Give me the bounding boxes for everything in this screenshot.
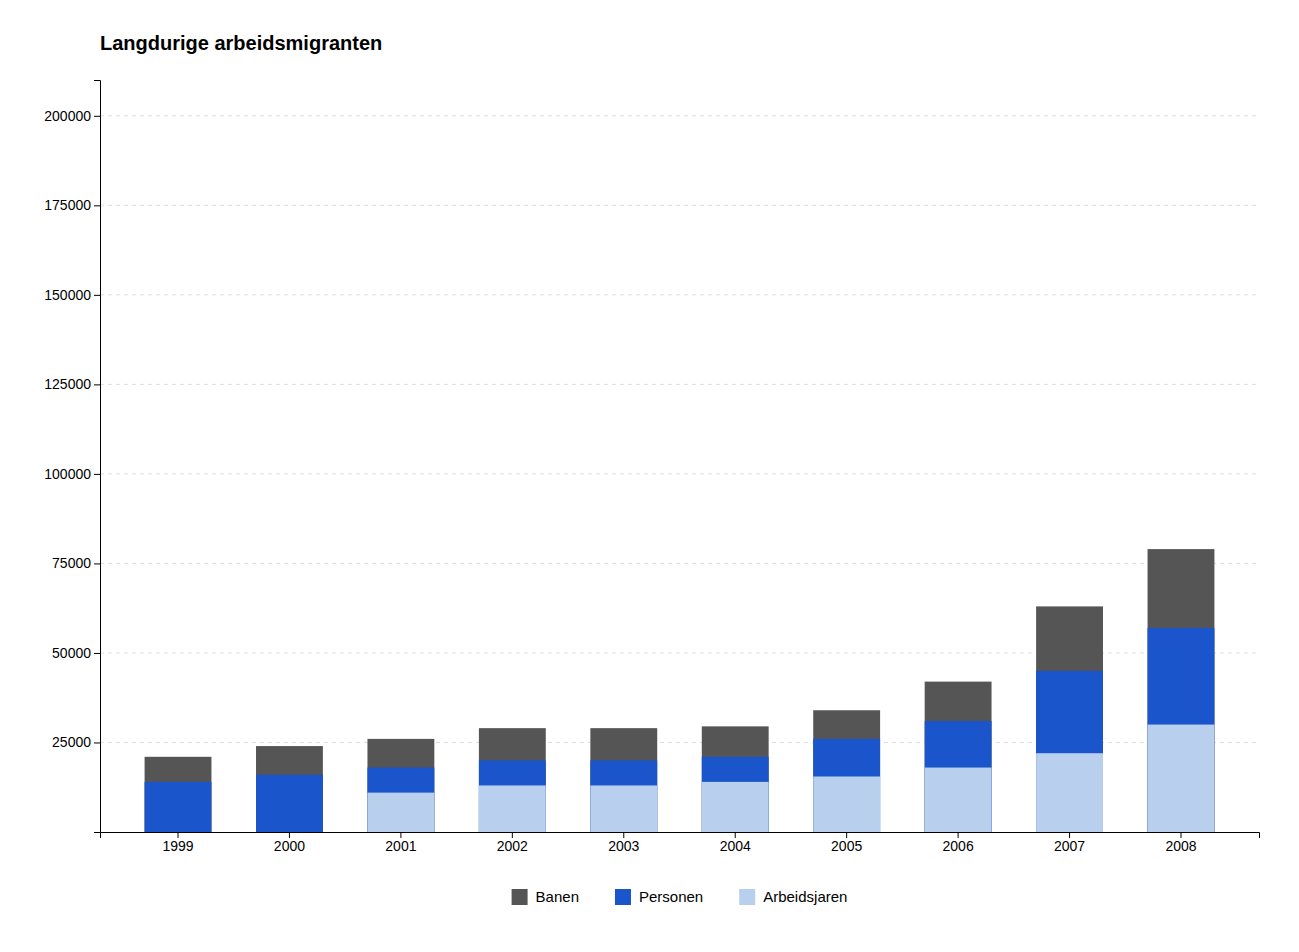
bar: [813, 776, 880, 832]
bar: [1148, 628, 1215, 832]
y-tick: 175000: [44, 197, 100, 213]
y-tick-mark: [94, 116, 100, 117]
legend-item: Arbeidsjaren: [739, 888, 847, 905]
y-tick-label: 125000: [44, 376, 91, 392]
x-tick: 2007: [1054, 832, 1085, 854]
bar-series: [367, 725, 1214, 832]
bar: [590, 760, 657, 832]
bar: [256, 746, 323, 832]
y-tick: 150000: [44, 287, 100, 303]
y-tick-label: 75000: [52, 555, 91, 571]
y-tick-label: 50000: [52, 645, 91, 661]
grid-line: [100, 473, 1259, 474]
bar: [813, 710, 880, 832]
bar: [702, 726, 769, 832]
y-tick: 100000: [44, 466, 100, 482]
bar: [590, 728, 657, 832]
bar: [479, 785, 546, 832]
x-tick: 2004: [720, 832, 751, 854]
x-tick-label: 2008: [1165, 838, 1196, 854]
bar: [925, 721, 992, 832]
grid-line: [100, 115, 1259, 116]
y-tick-mark: [94, 563, 100, 564]
y-tick: 125000: [44, 376, 100, 392]
x-tick: 2000: [274, 832, 305, 854]
x-tick-label: 2006: [943, 838, 974, 854]
title: Langdurige arbeidsmigranten: [100, 32, 382, 54]
y-tick-label: 25000: [52, 734, 91, 750]
x-tick: 2003: [608, 832, 639, 854]
legend-label: Arbeidsjaren: [763, 888, 847, 905]
bar: [1148, 725, 1215, 832]
bar: [813, 739, 880, 832]
x-tick-label: 1999: [162, 838, 193, 854]
bar: [925, 768, 992, 832]
grid-line: [100, 384, 1259, 385]
bar-series: [145, 628, 1215, 832]
y-tick: 75000: [52, 555, 100, 571]
legend-label: Banen: [536, 888, 579, 905]
bar: [479, 760, 546, 832]
x-tick: 1999: [162, 832, 193, 854]
y-tick-mark: [94, 384, 100, 385]
x-tick-label: 2005: [831, 838, 862, 854]
y-tick-mark: [94, 474, 100, 475]
y-tick-mark: [94, 742, 100, 743]
x-tick-label: 2004: [720, 838, 751, 854]
bar: [367, 793, 434, 832]
legend-item: Personen: [615, 888, 703, 905]
bar: [1036, 671, 1103, 832]
legend-swatch: [615, 889, 631, 905]
y-tick-label: 150000: [44, 287, 91, 303]
bar: [590, 785, 657, 832]
bar: [925, 682, 992, 832]
bar: [256, 775, 323, 832]
bar-series: [145, 549, 1215, 832]
x-tick-label: 2000: [274, 838, 305, 854]
bar: [367, 739, 434, 832]
bar: [702, 757, 769, 832]
bar: [1036, 606, 1103, 832]
x-tick-label: 2001: [385, 838, 416, 854]
bar: [479, 728, 546, 832]
y-tick: 25000: [52, 734, 100, 750]
x-tick-label: 2007: [1054, 838, 1085, 854]
y-tick-mark: [94, 205, 100, 206]
x-tick: 2001: [385, 832, 416, 854]
bar: [145, 757, 212, 832]
y-axis: 25000 50000 75000 100000 125000 150000 175000 2…: [44, 81, 100, 833]
legend-swatch: [512, 889, 528, 905]
x-tick: 2002: [497, 832, 528, 854]
x-tick-label: 2002: [497, 838, 528, 854]
y-tick-label: 175000: [44, 197, 91, 213]
x-tick: 2005: [831, 832, 862, 854]
bar: [145, 782, 212, 832]
grid-line: [100, 205, 1259, 206]
y-tick: 200000: [44, 108, 100, 124]
bar: [1036, 753, 1103, 832]
bar: [367, 768, 434, 832]
grid-line: [100, 294, 1259, 295]
y-axis-line: [94, 81, 101, 833]
legend: Banen Personen Arbeidsjaren: [512, 888, 848, 905]
x-tick: 2006: [943, 832, 974, 854]
bars: [145, 549, 1215, 832]
y-tick-mark: [94, 653, 100, 654]
chart: 25000 50000 75000 100000 125000 150000 175000 2…: [0, 0, 1299, 952]
y-tick-mark: [94, 295, 100, 296]
grid-line: [100, 563, 1259, 564]
x-tick: 2008: [1165, 832, 1196, 854]
legend-swatch: [739, 889, 755, 905]
y-tick-label: 100000: [44, 466, 91, 482]
bar: [1148, 549, 1215, 832]
legend-item: Banen: [512, 888, 579, 905]
y-tick: 50000: [52, 645, 100, 661]
bar: [256, 832, 323, 833]
bar: [702, 782, 769, 832]
y-tick-label: 200000: [44, 108, 91, 124]
x-tick-label: 2003: [608, 838, 639, 854]
x-axis: 1999 2000 2001 2002 2003 2004 2005 2006 2007 2008: [101, 832, 1260, 854]
bar: [145, 832, 212, 833]
legend-label: Personen: [639, 888, 703, 905]
